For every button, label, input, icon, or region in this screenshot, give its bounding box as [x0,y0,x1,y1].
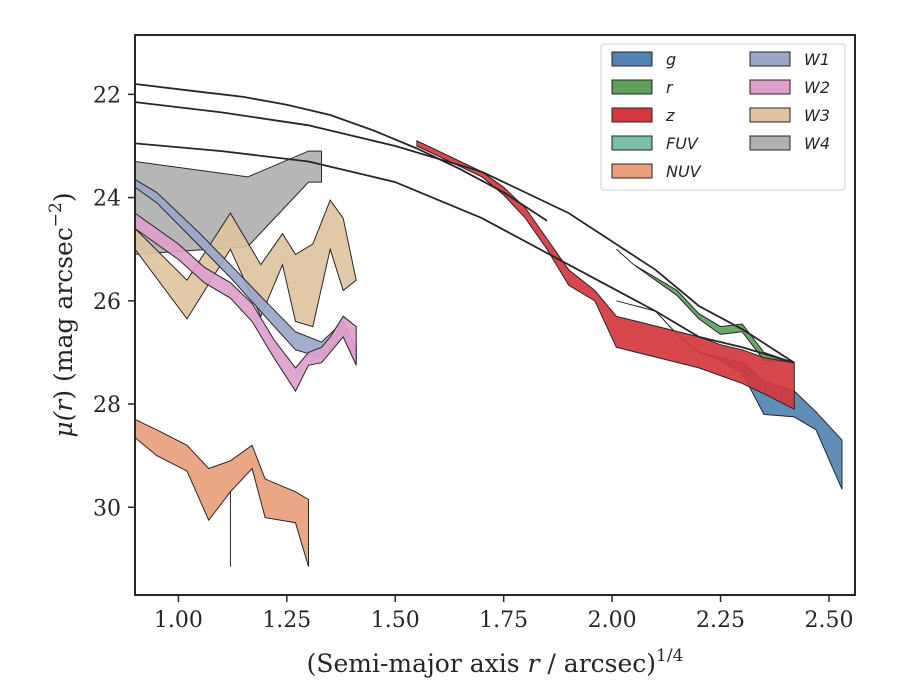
y-tick-label: 28 [93,393,121,418]
x-tick-label: 1.25 [262,608,311,633]
legend-label-w1: W1 [804,50,830,69]
legend-label-z: z [665,106,675,125]
x-axis-title: (Semi-major axis r / arcsec)1/4 [307,646,684,678]
legend-swatch-z [611,107,653,123]
x-axis-ticks: 1.00 1.25 1.50 1.75 2.00 2.25 2.50 [154,595,853,633]
y-tick-label: 30 [93,496,121,521]
legend-label-fuv: FUV [666,134,699,153]
x-tick-label: 2.50 [804,608,853,633]
legend-swatch-w3 [749,107,791,123]
band-w3 [135,199,357,328]
legend-label-w2: W2 [804,78,830,97]
legend: grz FUV NUV W1 W2 W3 W4 [600,43,846,191]
band-nuv [135,418,309,567]
legend-label-w3: W3 [804,106,830,125]
legend-label-g: g [666,50,676,69]
x-tick-label: 1.00 [154,608,203,633]
plot-frame [134,34,856,596]
legend-swatch-fuv [611,135,653,151]
x-tick-label: 2.25 [696,608,745,633]
x-tick-label: 1.50 [371,608,420,633]
band-w2 [135,212,357,393]
y-axis-ticks: 22 24 26 28 30 [93,83,135,521]
profile-lines [135,83,795,364]
profile-line-1 [135,142,795,364]
x-tick-label: 2.00 [588,608,637,633]
legend-swatch-r [611,79,653,95]
legend-label-w4: W4 [804,134,830,153]
legend-label-r: r [666,78,674,97]
profile-line-3 [135,83,548,222]
legend-label-nuv: NUV [666,162,702,181]
legend-swatch-w4 [749,135,791,151]
legend-swatch-nuv [611,163,653,179]
band-z [416,140,795,411]
legend-swatch-g [611,51,653,67]
y-axis-title: μ(r) (mag arcsec−2) [46,192,78,437]
band-areas [135,140,843,567]
profile-line-2 [135,101,795,364]
y-tick-label: 22 [93,83,121,108]
y-tick-label: 26 [93,290,121,315]
legend-swatch-w2 [749,79,791,95]
x-tick-label: 1.75 [479,608,528,633]
legend-swatch-w1 [749,51,791,67]
y-tick-label: 24 [93,187,121,212]
